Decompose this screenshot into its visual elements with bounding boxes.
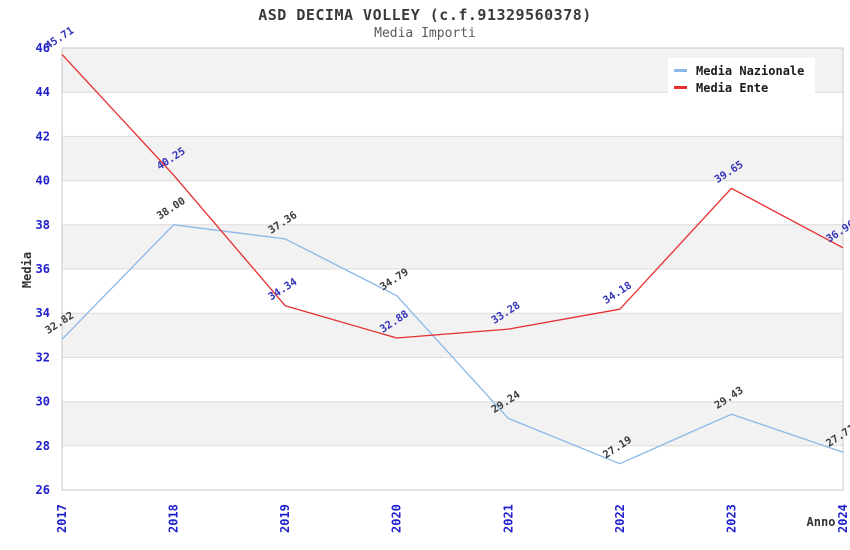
legend-swatch-ente-icon [674,86,687,89]
point-label: 38.00 [155,195,188,222]
x-tick-label: 2024 [836,504,850,533]
x-tick-label: 2020 [390,504,404,533]
x-tick-label: 2023 [724,504,738,533]
x-tick-label: 2022 [613,504,627,533]
y-tick-label: 32 [36,350,50,364]
plot-band [62,313,843,358]
plot-band [62,224,843,269]
chart-title: ASD DECIMA VOLLEY (c.f.91329560378) [258,6,592,24]
y-tick-label: 46 [36,41,50,55]
series-line-media-nazionale [61,224,844,465]
point-label: 34.34 [266,276,299,303]
y-tick-label: 34 [36,306,50,320]
y-tick-label: 44 [36,85,50,99]
x-tick-label: 2017 [55,504,69,533]
y-tick-label: 30 [36,395,50,409]
legend-item-media-nazionale: Media Nazionale [674,62,815,79]
y-tick-label: 26 [36,483,50,497]
x-tick-label: 2019 [278,504,292,533]
y-tick-label: 36 [36,262,50,276]
x-tick-label: 2018 [167,504,181,533]
y-tick-label: 42 [36,129,50,143]
point-label: 34.79 [378,266,411,293]
legend-label-nazionale: Media Nazionale [696,63,805,78]
x-axis-title: Anno [807,515,836,529]
y-axis-title: Media [20,252,34,288]
point-label: 34.18 [601,279,634,306]
x-tick-label: 2021 [501,504,515,533]
legend-item-media-ente: Media Ente [674,79,815,96]
series-line-media-ente [61,53,844,339]
y-tick-label: 40 [36,174,50,188]
legend-label-ente: Media Ente [696,80,769,95]
plot-band [62,401,843,446]
chart-subtitle: Media Importi [374,26,476,41]
y-tick-label: 38 [36,218,50,232]
y-tick-label: 28 [36,439,50,453]
legend-swatch-nazionale-icon [674,69,687,72]
plot-band [62,136,843,181]
legend: Media Nazionale Media Ente [668,58,815,101]
plot-border [61,47,844,491]
